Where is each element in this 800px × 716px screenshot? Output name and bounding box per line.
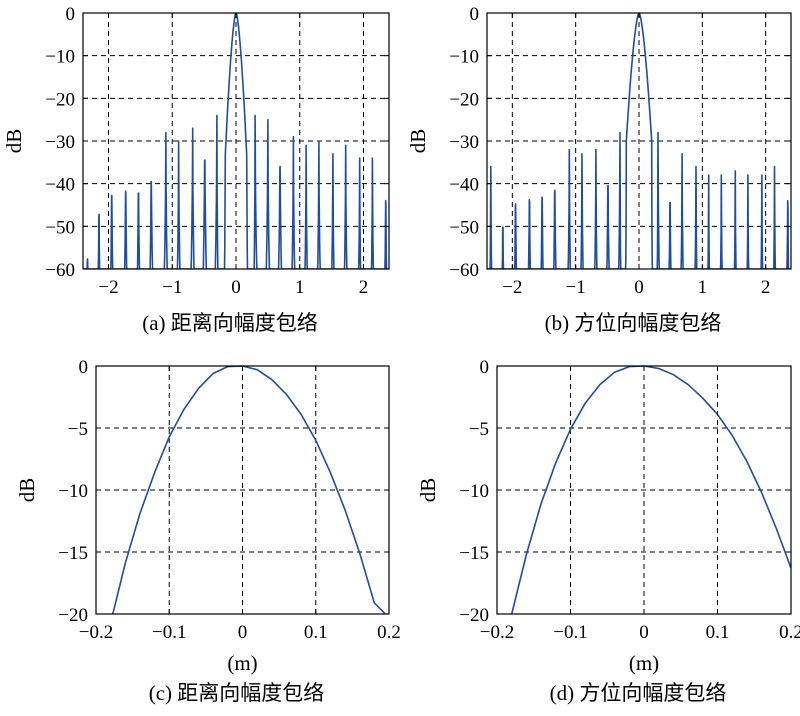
x-tick-label: −2 <box>98 277 118 298</box>
x-axis-label: (m) <box>629 651 659 675</box>
panel-caption: (c) 距离向幅度包络 <box>149 681 325 705</box>
y-tick-label: 0 <box>480 357 490 378</box>
y-tick-label: −50 <box>45 217 75 238</box>
chart-panel-c: −0.2 −0.1 0 0.1 0.2 0 −5 −10 −15 −20 dB (m) (c) 距离向幅… <box>15 357 401 705</box>
y-tick-label: −20 <box>58 605 88 626</box>
y-axis-label: dB <box>416 478 440 503</box>
x-tick-label: −0.1 <box>553 622 587 643</box>
panel-caption: (b) 方位向幅度包络 <box>545 311 722 335</box>
y-tick-label: −60 <box>449 260 479 281</box>
x-tick-label: 0.2 <box>377 622 401 643</box>
x-tick-label: −0.1 <box>152 622 186 643</box>
x-tick-label: 2 <box>761 277 771 298</box>
y-tick-label: −5 <box>469 419 489 440</box>
chart-panel-d: −0.2 −0.1 0 0.1 0.2 0 −5 −10 −15 −20 dB (m) (d) 方位向幅… <box>416 357 800 705</box>
y-tick-label: −30 <box>45 132 75 153</box>
panel-caption: (a) 距离向幅度包络 <box>142 311 318 335</box>
y-tick-label: −10 <box>45 47 75 68</box>
y-tick-label: 0 <box>79 357 89 378</box>
x-tick-label: −2 <box>502 277 522 298</box>
x-tick-label: 0.1 <box>304 622 328 643</box>
panel-caption: (d) 方位向幅度包络 <box>550 681 727 705</box>
series-line <box>112 365 386 614</box>
x-tick-label: 0 <box>238 622 248 643</box>
x-tick-label: 0 <box>639 622 649 643</box>
y-axis-label: dB <box>406 129 430 154</box>
y-tick-label: −20 <box>45 89 75 110</box>
y-tick-label: −10 <box>449 47 479 68</box>
y-axis-label: dB <box>2 129 26 154</box>
x-tick-label: −0.2 <box>79 622 113 643</box>
series-line <box>510 365 791 614</box>
x-tick-label: −1 <box>566 277 586 298</box>
x-tick-label: 0.1 <box>706 622 730 643</box>
y-tick-label: 0 <box>66 4 76 25</box>
y-tick-label: 0 <box>470 4 480 25</box>
y-tick-label: −20 <box>459 605 489 626</box>
y-tick-label: −5 <box>68 419 88 440</box>
y-axis-label: dB <box>15 478 39 503</box>
x-tick-label: 0 <box>231 277 241 298</box>
y-tick-label: −40 <box>45 175 75 196</box>
y-tick-label: −40 <box>449 175 479 196</box>
y-tick-label: −20 <box>449 89 479 110</box>
x-tick-label: 0 <box>634 277 644 298</box>
y-tick-label: −15 <box>459 543 489 564</box>
x-tick-label: −1 <box>162 277 182 298</box>
y-tick-label: −15 <box>58 543 88 564</box>
y-tick-label: −60 <box>45 260 75 281</box>
y-tick-label: −50 <box>449 217 479 238</box>
x-tick-label: 1 <box>698 277 708 298</box>
x-tick-label: −0.2 <box>480 622 514 643</box>
y-tick-label: −10 <box>58 481 88 502</box>
x-axis-label: (m) <box>227 651 257 675</box>
x-tick-label: 1 <box>295 277 305 298</box>
x-tick-label: 2 <box>359 277 369 298</box>
y-tick-label: −30 <box>449 132 479 153</box>
x-tick-label: 0.2 <box>779 622 800 643</box>
y-tick-label: −10 <box>459 481 489 502</box>
